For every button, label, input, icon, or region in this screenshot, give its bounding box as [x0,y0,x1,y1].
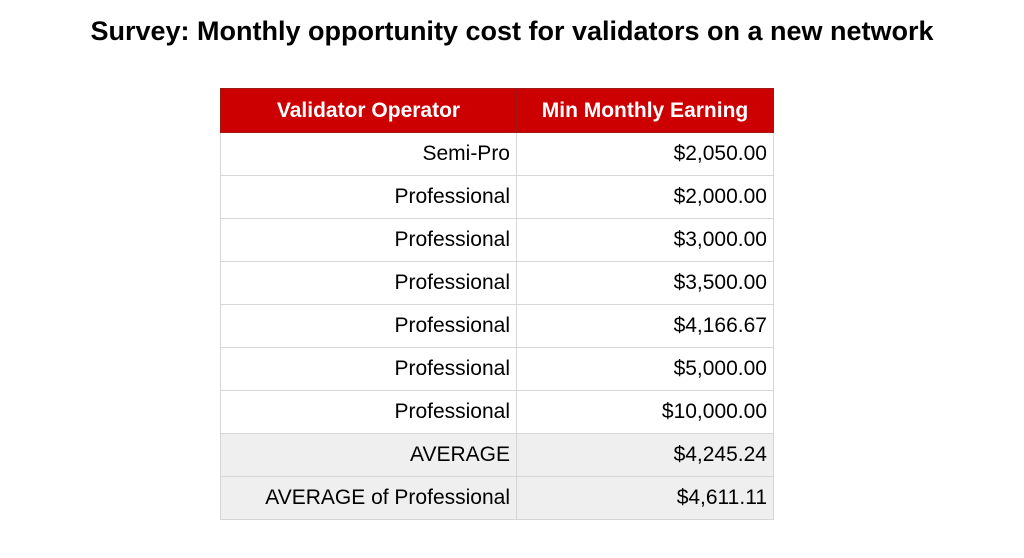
summary-value-cell: $4,245.24 [516,433,774,477]
table-row: Professional $2,000.00 [220,175,774,219]
table-row: Professional $3,500.00 [220,261,774,305]
operator-cell: Professional [220,218,517,262]
operator-cell: Professional [220,261,517,305]
table-row: Professional $10,000.00 [220,390,774,434]
earning-cell: $3,500.00 [516,261,774,305]
earning-cell: $3,000.00 [516,218,774,262]
summary-row-average: AVERAGE $4,245.24 [220,433,774,477]
operator-cell: Professional [220,347,517,391]
table-row: Professional $4,166.67 [220,304,774,348]
earning-cell: $10,000.00 [516,390,774,434]
operator-cell: Professional [220,304,517,348]
summary-value-cell: $4,611.11 [516,476,774,520]
chart-title: Survey: Monthly opportunity cost for val… [90,16,934,46]
header-validator-operator: Validator Operator [220,88,517,133]
operator-cell: Professional [220,175,517,219]
operator-cell: Semi-Pro [220,132,517,176]
earning-cell: $2,000.00 [516,175,774,219]
survey-table: Validator Operator Min Monthly Earning S… [220,88,774,520]
earning-cell: $5,000.00 [516,347,774,391]
summary-label-cell: AVERAGE [220,433,517,477]
table-row: Semi-Pro $2,050.00 [220,132,774,176]
table-row: Professional $3,000.00 [220,218,774,262]
summary-label-cell: AVERAGE of Professional [220,476,517,520]
earning-cell: $2,050.00 [516,132,774,176]
earning-cell: $4,166.67 [516,304,774,348]
table-row: Professional $5,000.00 [220,347,774,391]
header-min-monthly-earning: Min Monthly Earning [516,88,774,133]
header-row: Validator Operator Min Monthly Earning [220,88,774,133]
summary-row-average-professional: AVERAGE of Professional $4,611.11 [220,476,774,520]
operator-cell: Professional [220,390,517,434]
